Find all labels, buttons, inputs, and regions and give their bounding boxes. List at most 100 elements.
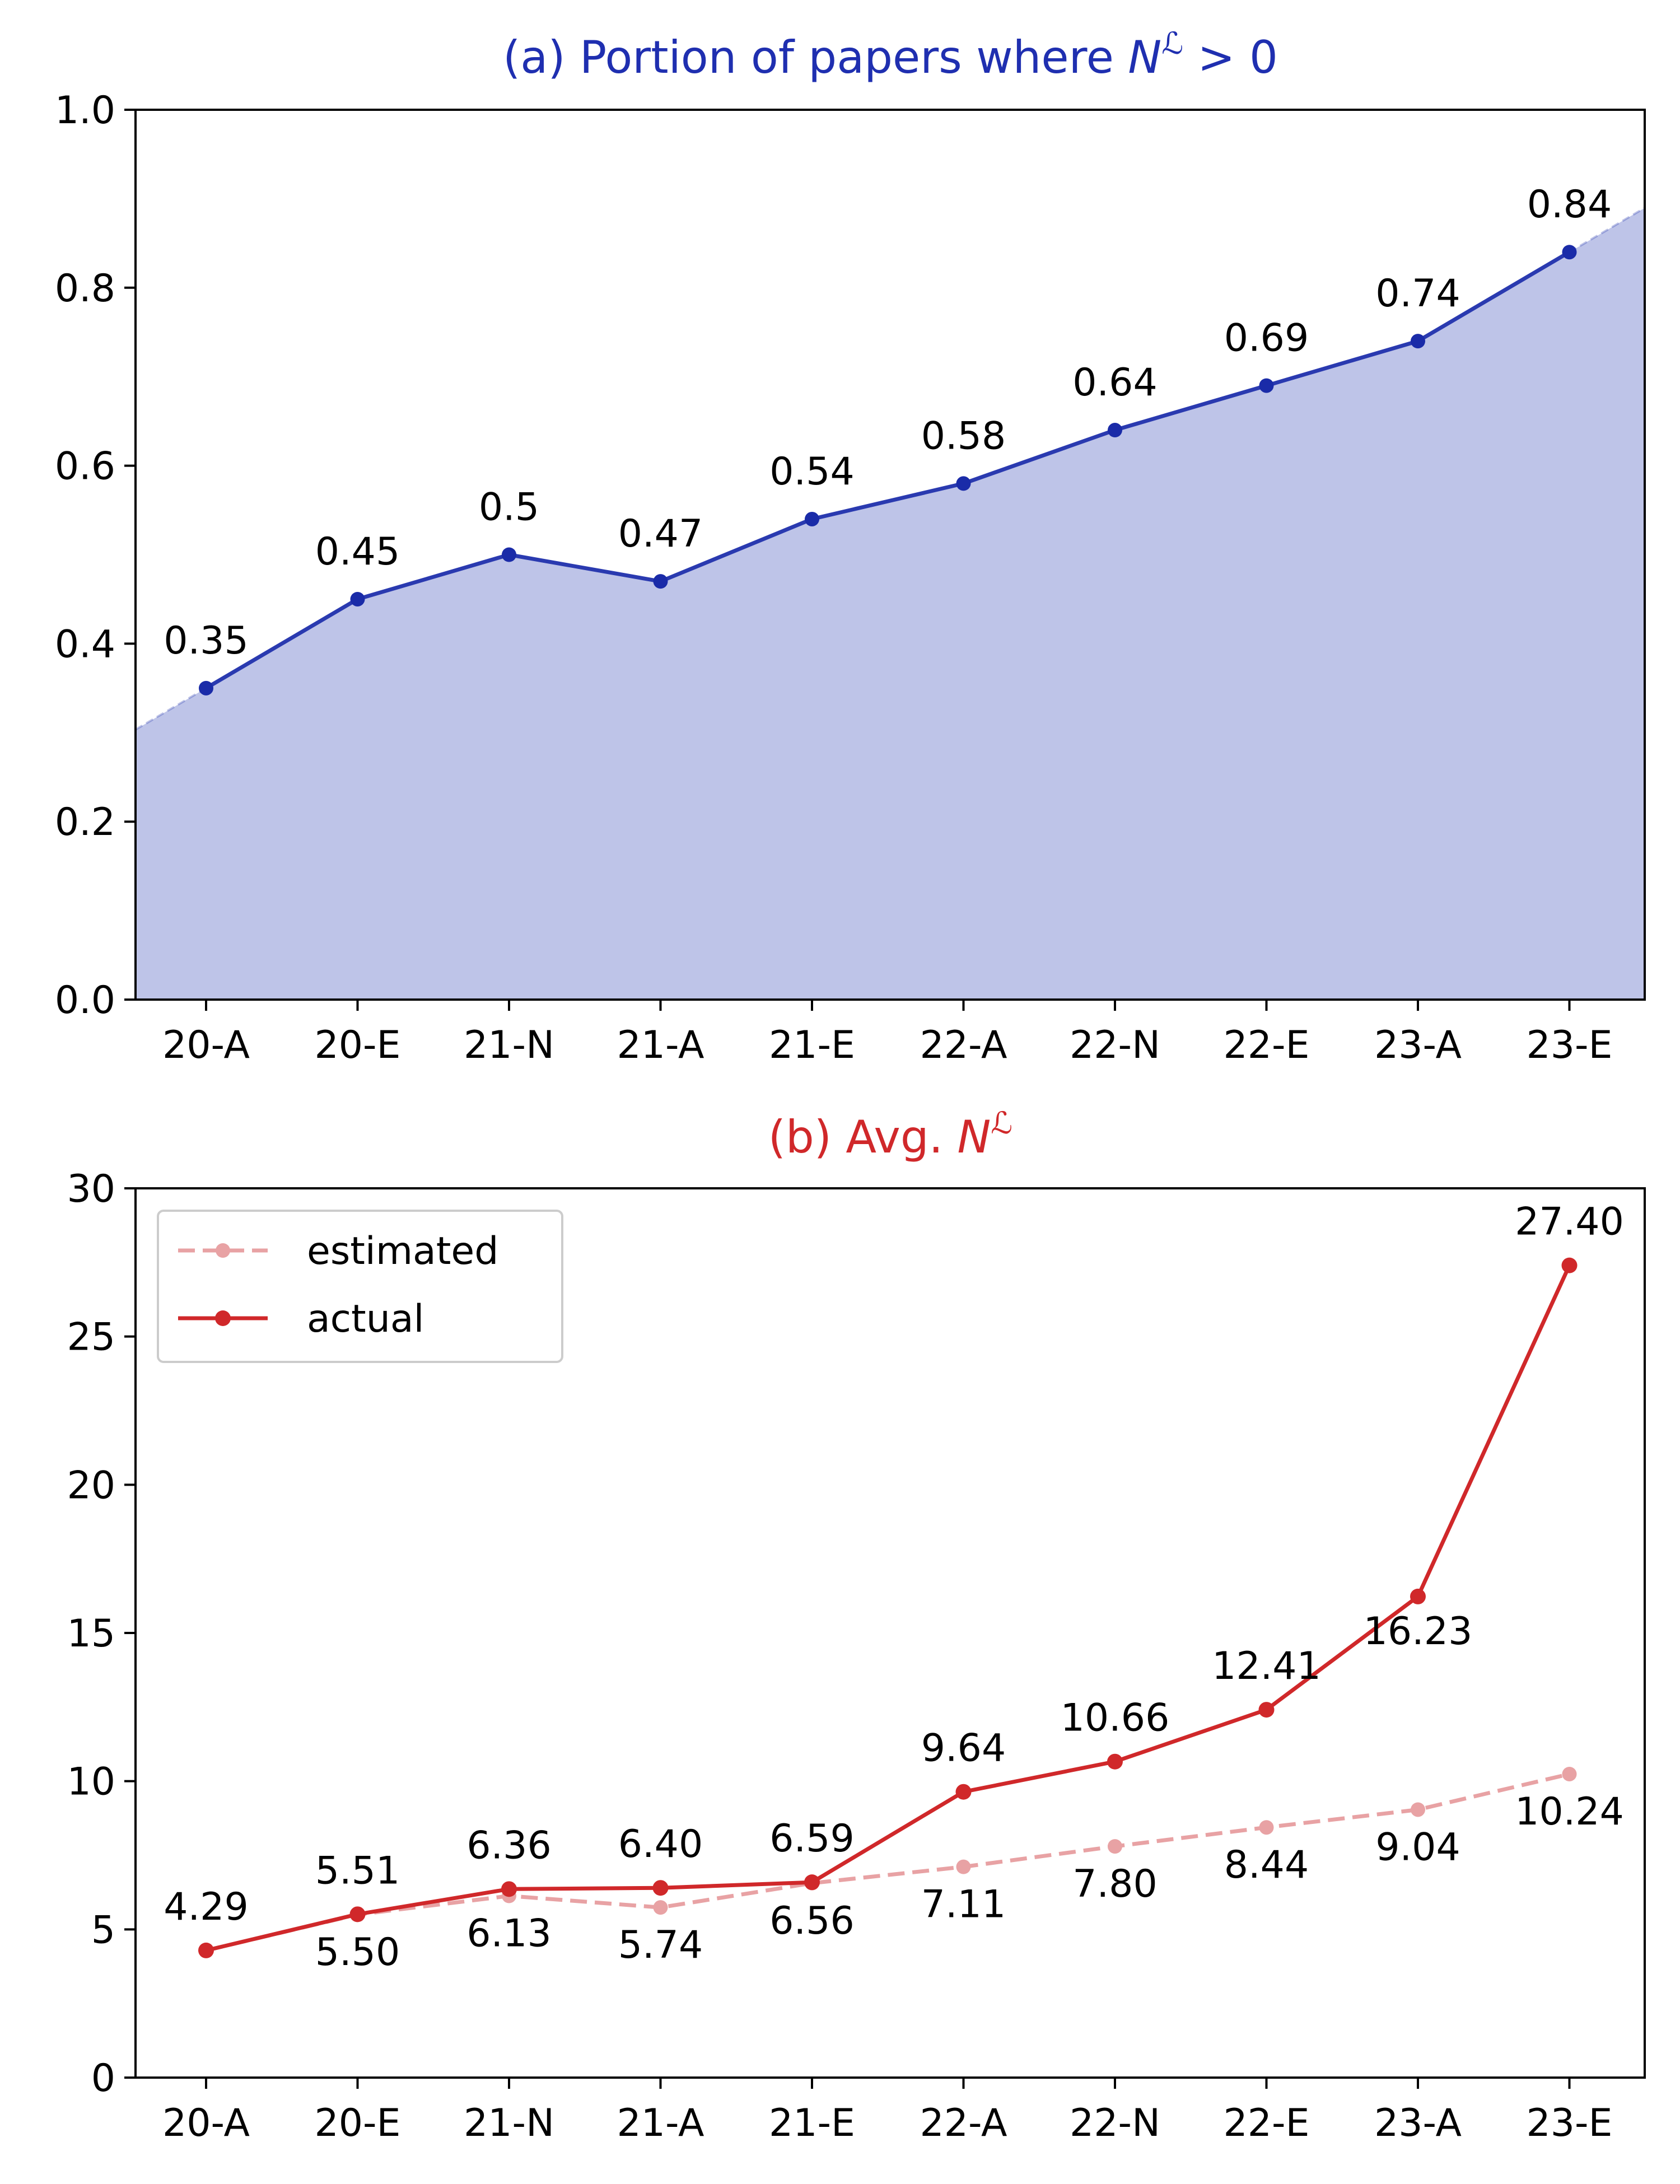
data-label: 0.58 — [921, 414, 1006, 458]
estimated-value-label: 6.13 — [466, 1912, 551, 1956]
data-label: 0.45 — [315, 530, 400, 574]
y-tick-label: 0.8 — [55, 267, 115, 311]
data-point — [1259, 378, 1274, 393]
x-tick-label: 22-N — [1070, 1023, 1160, 1067]
legend-actual-marker — [215, 1310, 231, 1326]
estimated-value-label: 6.56 — [769, 1899, 854, 1943]
y-tick-label: 0.6 — [55, 445, 115, 489]
data-point — [502, 547, 516, 562]
legend-estimated-label: estimated — [307, 1229, 498, 1273]
data-label: 0.84 — [1527, 183, 1612, 227]
panel-b-plot-area: 4.29 5.51 6.36 6.40 6.59 9.64 10.66 12.41 16.23 2… — [67, 1167, 1646, 2145]
data-point — [1411, 334, 1425, 349]
y-tick-label: 1.0 — [55, 88, 115, 133]
data-label: 0.74 — [1375, 272, 1460, 316]
estimated-value-label: 7.80 — [1072, 1862, 1157, 1906]
y-tick-label: 30 — [67, 1167, 115, 1211]
actual-value-label: 12.41 — [1212, 1644, 1321, 1688]
data-point — [350, 591, 365, 606]
panel-a-portion-chart: (a) Portion of papers where Nℒ > 0 0.35 0… — [55, 26, 1646, 1067]
x-tick-label: 21-A — [617, 2101, 704, 2145]
axes-frame — [134, 109, 1646, 1001]
portion-line — [205, 250, 1571, 690]
y-tick-label: 0.0 — [55, 978, 115, 1023]
estimated-line — [206, 1772, 1570, 1953]
data-label: 0.35 — [164, 619, 248, 663]
actual-value-label: 16.23 — [1364, 1609, 1473, 1654]
x-tick-label: 23-A — [1374, 1023, 1462, 1067]
actual-value-label: 10.66 — [1061, 1696, 1170, 1740]
x-tick-label: 21-N — [464, 1023, 554, 1067]
actual-point — [349, 1906, 366, 1922]
panel-b-title: (b) Avg. Nℒ — [768, 1105, 1012, 1163]
y-tick-label: 5 — [91, 1908, 115, 1952]
x-tick-label: 22-A — [920, 1023, 1007, 1067]
x-tick-label: 22-E — [1223, 2101, 1309, 2145]
x-tick-label: 22-N — [1070, 2101, 1160, 2145]
x-tick-label: 22-A — [920, 2101, 1007, 2145]
actual-point — [1107, 1753, 1123, 1770]
y-tick-label: 0 — [91, 2056, 115, 2101]
extrapolation-right — [1569, 207, 1646, 253]
estimated-point — [956, 1859, 971, 1874]
extrapolation-left — [134, 687, 207, 731]
estimated-value-label: 5.74 — [618, 1923, 703, 1967]
actual-value-label: 27.40 — [1515, 1200, 1624, 1244]
data-label: 0.54 — [769, 450, 854, 494]
panel-b-title-text: (b) Avg. — [768, 1111, 958, 1163]
x-tick-label: 20-A — [162, 1023, 250, 1067]
panel-a-title-math-base: N — [1128, 31, 1161, 83]
panel-a-title-math-sup: ℒ — [1161, 26, 1183, 61]
data-label: 0.5 — [479, 486, 539, 530]
estimated-point — [653, 1900, 668, 1915]
x-tick-label: 20-E — [314, 1023, 400, 1067]
y-tick-label: 15 — [67, 1612, 115, 1656]
x-tick-label: 21-E — [769, 1023, 855, 1067]
actual-point — [501, 1881, 517, 1897]
actual-value-label: 9.64 — [921, 1726, 1006, 1771]
x-tick-label: 21-A — [617, 1023, 704, 1067]
actual-value-label: 6.36 — [466, 1823, 551, 1868]
estimated-point — [1259, 1820, 1274, 1835]
actual-point — [652, 1880, 669, 1896]
estimated-value-label: 9.04 — [1375, 1825, 1460, 1869]
panel-a-title-math-tail: > 0 — [1183, 31, 1278, 83]
x-tick-label: 21-N — [464, 2101, 554, 2145]
panel-b-title-math-base: N — [957, 1111, 991, 1163]
actual-point — [1410, 1588, 1426, 1604]
x-tick-label: 22-E — [1223, 1023, 1309, 1067]
x-tick-label: 23-A — [1374, 2101, 1462, 2145]
panel-a-title-text: (a) Portion of papers where — [503, 31, 1128, 83]
panel-a-title: (a) Portion of papers where Nℒ > 0 — [503, 26, 1278, 83]
panel-b-average-chart: (b) Avg. Nℒ 4.29 5.51 6.36 6.40 6.59 9.64 10.6… — [67, 1105, 1646, 2145]
y-tick-label: 10 — [67, 1760, 115, 1804]
actual-value-label: 4.29 — [164, 1885, 248, 1929]
y-tick-label: 0.2 — [55, 800, 115, 844]
data-point — [956, 476, 971, 491]
legend-actual-label: actual — [307, 1297, 424, 1341]
estimated-point — [1562, 1766, 1577, 1781]
x-tick-label: 23-E — [1526, 2101, 1612, 2145]
data-point — [1108, 423, 1122, 438]
data-label: 0.64 — [1072, 361, 1157, 405]
data-point — [199, 680, 213, 696]
estimated-point — [1411, 1802, 1425, 1817]
y-tick-label: 20 — [67, 1463, 115, 1508]
panel-a-plot-area: 0.35 0.45 0.5 0.47 0.54 0.58 0.64 0.69 0.74 0.84 0… — [55, 88, 1646, 1067]
actual-point — [198, 1942, 214, 1958]
estimated-value-label: 5.50 — [315, 1930, 400, 1975]
actual-line — [206, 1264, 1571, 1953]
x-tick-label: 23-E — [1526, 1023, 1612, 1067]
x-tick-label: 20-A — [162, 2101, 250, 2145]
data-label: 0.69 — [1224, 316, 1309, 361]
x-tick-label: 20-E — [314, 2101, 400, 2145]
data-point — [805, 511, 819, 526]
area-fill — [136, 208, 1645, 1000]
legend: estimated actual — [157, 1210, 563, 1363]
actual-value-label: 5.51 — [315, 1849, 400, 1893]
data-point — [653, 574, 668, 589]
estimated-value-label: 7.11 — [921, 1883, 1006, 1927]
actual-point — [1561, 1257, 1578, 1273]
actual-value-label: 6.59 — [769, 1817, 854, 1861]
